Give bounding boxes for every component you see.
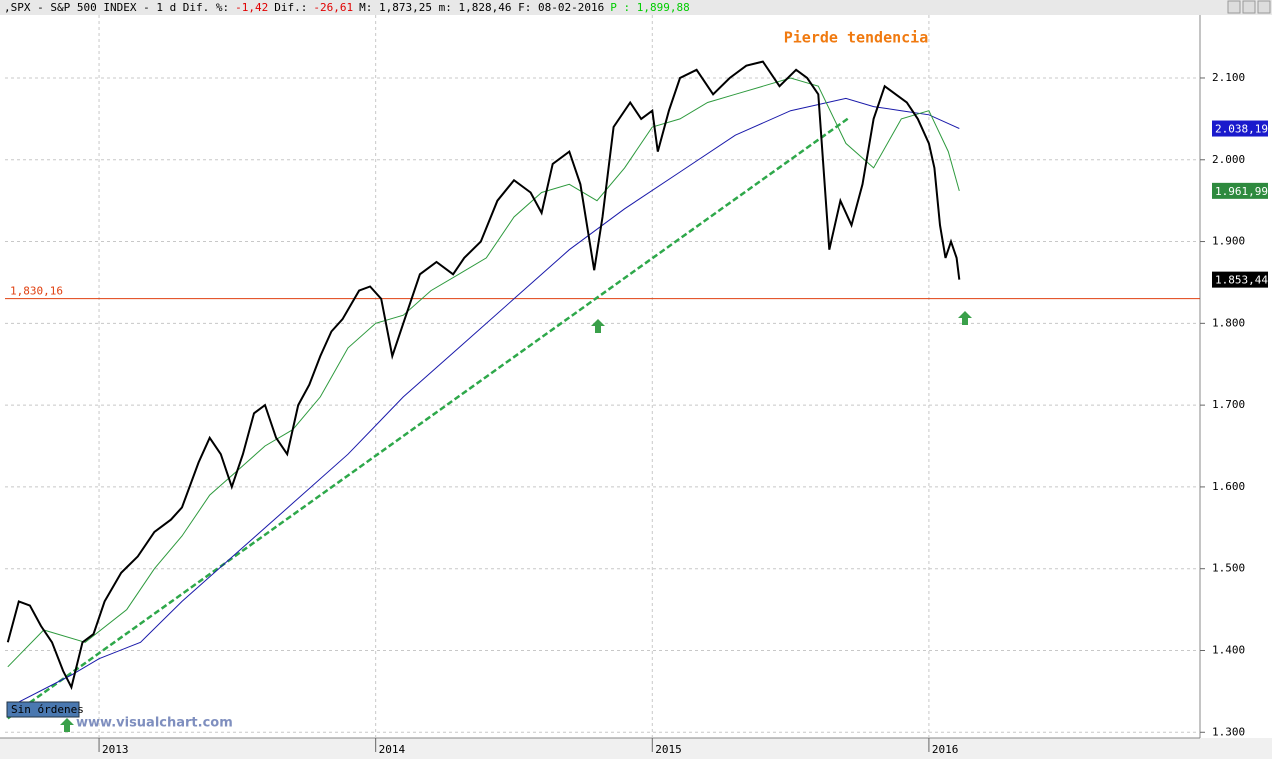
header-part: -1,42 bbox=[235, 1, 268, 14]
arrow bbox=[958, 311, 972, 325]
header-part: M: 1,873,25 m: 1,828,46 F: 08-02-2016 bbox=[359, 1, 604, 14]
price-marker bbox=[1212, 120, 1268, 137]
x-tick-label: 2016 bbox=[932, 743, 959, 756]
minimize-button[interactable] bbox=[1227, 0, 1241, 14]
close-button[interactable] bbox=[1257, 0, 1271, 14]
header-part: -26,61 bbox=[313, 1, 353, 14]
header: ,SPX - S&P 500 INDEX - 1 d Dif. %: -1,42 D… bbox=[4, 1, 690, 14]
y-tick-label: 1.900 bbox=[1212, 235, 1245, 248]
header-part: Dif.: bbox=[274, 1, 307, 14]
window-buttons bbox=[1227, 0, 1271, 14]
y-tick-label: 1.300 bbox=[1212, 725, 1245, 738]
series-line bbox=[7, 97, 960, 709]
y-tick-label: 1.800 bbox=[1212, 316, 1245, 329]
annotation: Pierde tendencia bbox=[784, 29, 929, 47]
trendline bbox=[7, 117, 850, 720]
series-line bbox=[7, 77, 960, 668]
x-tick-label: 2014 bbox=[379, 743, 406, 756]
series-line bbox=[6, 60, 961, 691]
y-tick-label: 1.600 bbox=[1212, 480, 1245, 493]
y-tick-label: 1.700 bbox=[1212, 398, 1245, 411]
price-marker-label: 2.038,19 bbox=[1215, 123, 1268, 136]
arrow bbox=[591, 319, 605, 333]
x-tick-label: 2013 bbox=[102, 743, 129, 756]
arrow bbox=[60, 718, 74, 732]
title-bar bbox=[0, 0, 1272, 15]
support-label: 1,830,16 bbox=[10, 285, 63, 298]
header-part: ,SPX - S&P 500 INDEX - 1 d Dif. %: bbox=[4, 1, 229, 14]
y-tick-label: 2.100 bbox=[1212, 71, 1245, 84]
note-box bbox=[6, 701, 80, 718]
header-part: P : 1,899,88 bbox=[610, 1, 689, 14]
y-tick-label: 1.400 bbox=[1212, 643, 1245, 656]
price-marker-label: 1.853,44 bbox=[1215, 274, 1268, 287]
x-tick-label: 2015 bbox=[655, 743, 682, 756]
price-marker bbox=[1212, 182, 1268, 199]
note-label: Sin órdenes bbox=[11, 703, 84, 716]
price-marker-label: 1.961,99 bbox=[1215, 185, 1268, 198]
y-tick-label: 1.500 bbox=[1212, 562, 1245, 575]
x-axis-band bbox=[0, 738, 1272, 759]
y-tick-label: 2.000 bbox=[1212, 153, 1245, 166]
price-marker bbox=[1212, 271, 1268, 288]
watermark: www.visualchart.com bbox=[76, 716, 233, 731]
maximize-button[interactable] bbox=[1242, 0, 1256, 14]
